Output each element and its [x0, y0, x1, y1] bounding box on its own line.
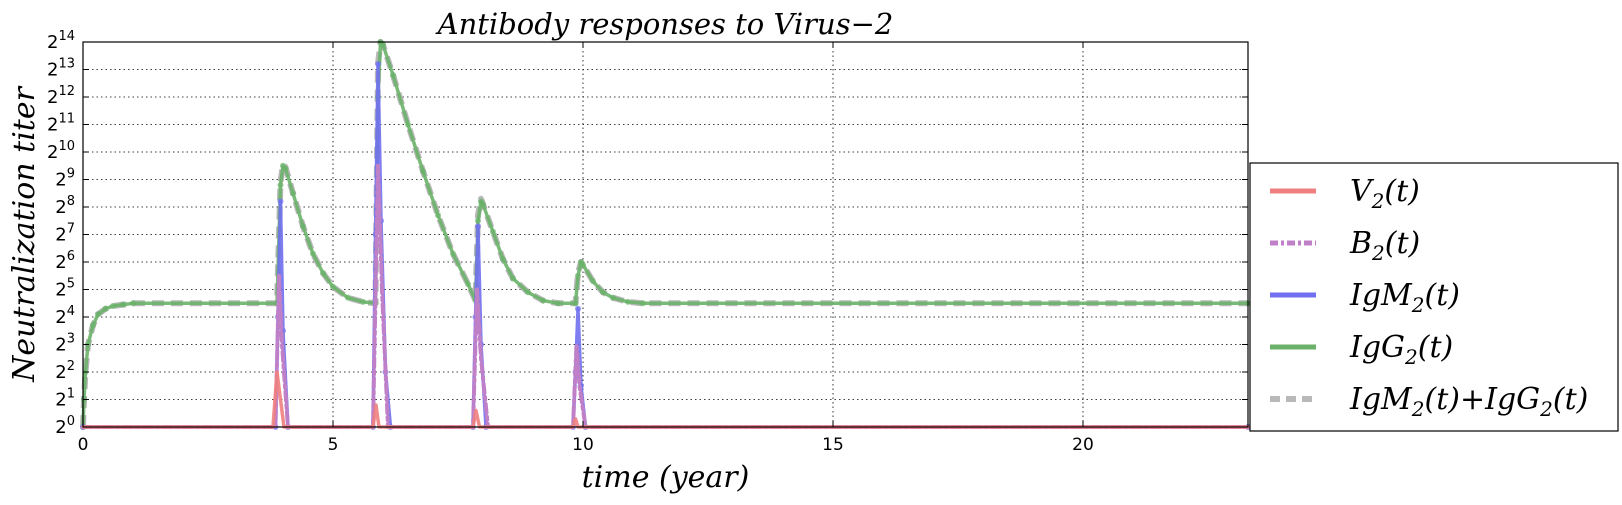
y-tick-label: 22: [55, 359, 75, 383]
series-4-marker: [610, 294, 616, 301]
series-4-marker: [450, 250, 456, 257]
x-tick-label: 15: [822, 435, 844, 455]
series-4-marker: [360, 298, 366, 305]
series-4-marker: [540, 297, 546, 304]
series-4-marker: [500, 256, 506, 263]
y-tick-label: 29: [55, 167, 75, 191]
series-4-marker: [555, 300, 561, 307]
x-tick-label: 5: [328, 435, 339, 455]
y-axis-label: Neutralization titer: [7, 85, 42, 383]
y-tick-label: 210: [47, 139, 75, 163]
series-3-marker: [375, 61, 381, 67]
y-tick-label: 28: [55, 194, 75, 218]
series-4-marker: [282, 165, 289, 172]
x-tick-label: 10: [572, 435, 594, 455]
legend-label: IgG2(t): [1349, 330, 1453, 369]
y-tick-label: 26: [55, 249, 75, 273]
series-4-marker: [480, 201, 486, 208]
y-tick-label: 25: [55, 277, 75, 301]
series-4-marker: [640, 300, 646, 307]
series-4-marker: [572, 300, 579, 307]
series-3-marker: [277, 198, 284, 205]
y-tick-label: 214: [47, 29, 75, 53]
series-4-marker: [420, 168, 426, 175]
series-line-2: [81, 163, 1250, 429]
series-layer: [80, 39, 1251, 430]
y-tick-label: 27: [55, 222, 75, 246]
series-4-marker: [320, 270, 326, 276]
series-4-marker: [120, 301, 126, 308]
y-tick-label: 212: [47, 84, 75, 108]
series-line-3: [81, 62, 1250, 429]
y-axis-ticks: 20 21 22 23 24 25 26 27 28 29 210 211 212 213 214: [47, 29, 1248, 438]
series-4-marker: [345, 294, 351, 301]
y-tick-label: 23: [55, 332, 75, 356]
series-4-marker: [380, 41, 386, 48]
series-4-marker: [390, 72, 396, 78]
series-4-marker: [130, 300, 136, 307]
y-tick-label: 20: [55, 414, 75, 438]
series-4-marker: [490, 228, 496, 235]
legend-label: V2(t): [1350, 174, 1420, 213]
series-4-marker: [277, 182, 284, 188]
series-4-marker: [580, 261, 586, 268]
series-4-marker: [435, 212, 441, 219]
chart-title: Antibody responses to Virus−2: [435, 7, 894, 41]
series-3-marker: [475, 223, 481, 230]
series-4-marker: [102, 305, 109, 312]
series-4-marker: [95, 311, 101, 318]
y-tick-label: 24: [55, 304, 75, 328]
series-4-marker: [590, 278, 596, 285]
y-tick-label: 213: [47, 57, 75, 81]
series-4-marker: [300, 223, 306, 230]
series-4-marker: [475, 217, 481, 224]
series-4-marker: [600, 289, 606, 296]
series-3-marker: [575, 305, 581, 312]
x-tick-label: 0: [78, 435, 89, 455]
y-tick-label: 211: [47, 112, 75, 136]
series-4-marker: [625, 298, 631, 305]
series-4-marker: [405, 121, 411, 128]
legend: V2(t) B2(t) IgM2(t) IgG2(t) IgM2(t)+IgG2(t): [1249, 162, 1619, 432]
x-tick-label: 20: [1072, 435, 1094, 455]
y-tick-label: 21: [55, 387, 75, 411]
series-4-marker: [510, 275, 516, 282]
x-axis-ticks: 0 5 10 15 20: [78, 42, 1094, 455]
legend-label: IgM2(t)+IgG2(t): [1349, 382, 1588, 421]
series-4-marker: [330, 283, 336, 290]
series-4-marker: [525, 289, 531, 296]
series-4-marker: [90, 322, 96, 329]
x-axis-label: time (year): [582, 460, 750, 495]
series-4-marker: [575, 272, 581, 279]
legend-label: B2(t): [1349, 226, 1420, 265]
series-4-marker: [290, 190, 296, 197]
series-4-marker: [465, 281, 471, 287]
gridlines: [83, 42, 1248, 427]
series-4-marker: [310, 250, 316, 257]
legend-label: IgM2(t): [1349, 278, 1460, 317]
series-4-marker: [110, 303, 116, 309]
